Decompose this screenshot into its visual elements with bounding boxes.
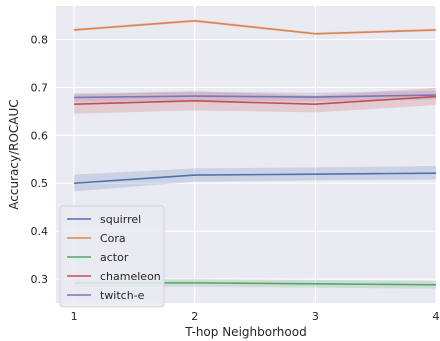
line-twitch-e bbox=[74, 94, 437, 99]
y-tick-label: 0.8 bbox=[31, 34, 49, 47]
y-tick-label: 0.4 bbox=[31, 225, 49, 238]
y-tick-label: 0.5 bbox=[31, 177, 49, 190]
y-tick-label: 0.3 bbox=[31, 273, 49, 286]
y-tick-label: 0.6 bbox=[31, 129, 49, 142]
x-tick-label: 1 bbox=[71, 310, 78, 323]
legend-frame bbox=[59, 205, 165, 308]
legend-label-chameleon: chameleon bbox=[100, 270, 161, 283]
x-tick-label: 2 bbox=[191, 310, 198, 323]
legend: squirrel Cora actor chameleon twitch-e bbox=[59, 205, 165, 308]
line-cora bbox=[74, 20, 437, 35]
x-tick-labels: 1 2 3 4 bbox=[71, 310, 440, 323]
line-chameleon bbox=[74, 95, 437, 106]
legend-label-actor: actor bbox=[100, 251, 129, 264]
y-axis-label: Accuracy/ROCAUC bbox=[7, 99, 21, 209]
y-tick-label: 0.7 bbox=[31, 81, 49, 94]
legend-label-squirrel: squirrel bbox=[100, 213, 141, 226]
x-axis-label: T-hop Neighborhood bbox=[184, 325, 306, 339]
band-chameleon bbox=[74, 87, 436, 114]
band-squirrel bbox=[74, 165, 436, 192]
x-tick-label: 4 bbox=[433, 310, 440, 323]
x-tick-label: 3 bbox=[312, 310, 319, 323]
y-tick-labels: 0.3 0.4 0.5 0.6 0.7 0.8 bbox=[31, 34, 49, 287]
line-squirrel bbox=[74, 172, 437, 185]
legend-label-twitch-e: twitch-e bbox=[100, 289, 145, 302]
legend-label-cora: Cora bbox=[100, 232, 126, 245]
